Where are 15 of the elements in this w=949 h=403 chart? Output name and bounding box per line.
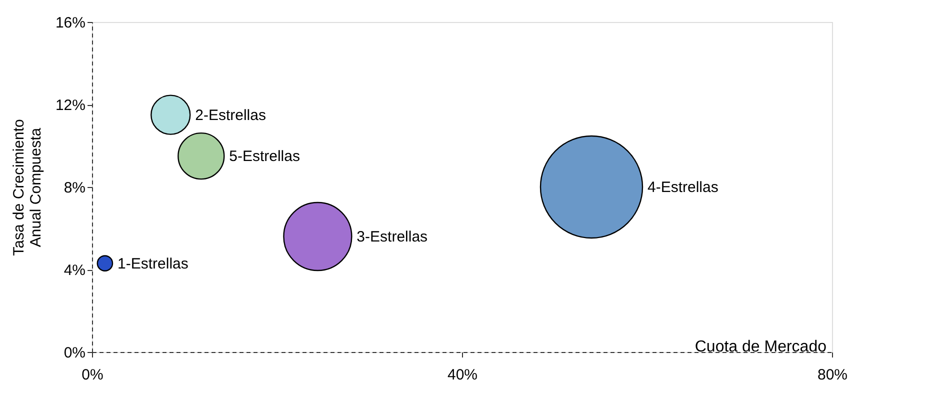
series-label: 2-Estrellas bbox=[195, 106, 266, 124]
y-axis-title: Tasa de Crecimiento Anual Compuesta bbox=[10, 119, 44, 256]
x-tick-label: 40% bbox=[447, 366, 478, 384]
series-label: 4-Estrellas bbox=[648, 179, 718, 196]
x-axis-title: Cuota de Mercado bbox=[694, 338, 827, 356]
y-tick-label: 12% bbox=[55, 97, 86, 114]
series-label: 5-Estrellas bbox=[229, 148, 300, 166]
x-tick-label: 80% bbox=[817, 366, 848, 384]
x-tick-label: 0% bbox=[82, 366, 104, 384]
y-tick-label: 4% bbox=[64, 262, 86, 279]
series-label: 1-Estrellas bbox=[118, 255, 188, 272]
series-label: 3-Estrellas bbox=[356, 228, 428, 246]
y-tick-label: 8% bbox=[64, 180, 86, 196]
y-tick-label: 0% bbox=[64, 344, 86, 362]
y-tick-label: 16% bbox=[55, 14, 86, 32]
